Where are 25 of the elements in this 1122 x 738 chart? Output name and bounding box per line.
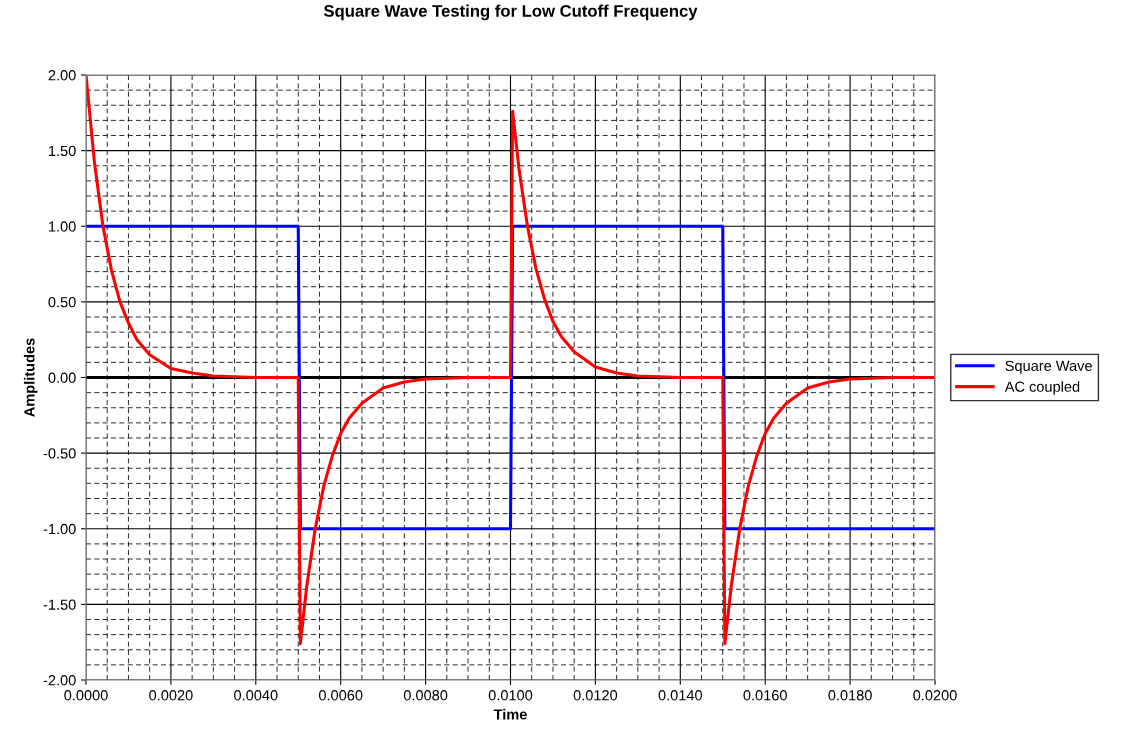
- y-tick-label: 0.00: [48, 372, 76, 383]
- x-tick-label: 0.0120: [573, 690, 618, 701]
- legend-label: AC coupled: [1004, 381, 1080, 395]
- y-tick-label: -0.50: [43, 448, 76, 459]
- x-tick-label: 0.0180: [828, 690, 872, 701]
- y-tick-label: -1.50: [43, 599, 76, 610]
- y-axis-title: Amplitudes: [23, 338, 38, 417]
- y-tick-label: 1.50: [49, 145, 76, 157]
- y-tick-label: -1.00: [43, 523, 76, 535]
- y-tick-label: 0.50: [48, 296, 76, 308]
- x-tick-label: 0.0200: [913, 690, 957, 701]
- x-tick-label: 0.0100: [488, 690, 533, 701]
- x-tick-label: 0.0020: [149, 690, 193, 701]
- x-tick-label: 0.0060: [318, 690, 363, 701]
- x-tick-label: 0.0080: [403, 690, 448, 701]
- chart-title: Square Wave Testing for Low Cutoff Frequency: [323, 4, 698, 21]
- y-tick-label: -2.00: [43, 675, 76, 686]
- x-tick-label: 0.0140: [658, 690, 703, 701]
- legend-label: Square Wave: [1005, 360, 1092, 374]
- x-tick-label: 0.0000: [64, 690, 108, 701]
- x-tick-label: 0.0160: [743, 690, 787, 701]
- y-tick-label: 1.00: [49, 221, 76, 232]
- y-tick-label: 2.00: [48, 70, 76, 81]
- x-tick-label: 0.0040: [234, 690, 278, 701]
- x-axis-title: Time: [493, 708, 527, 720]
